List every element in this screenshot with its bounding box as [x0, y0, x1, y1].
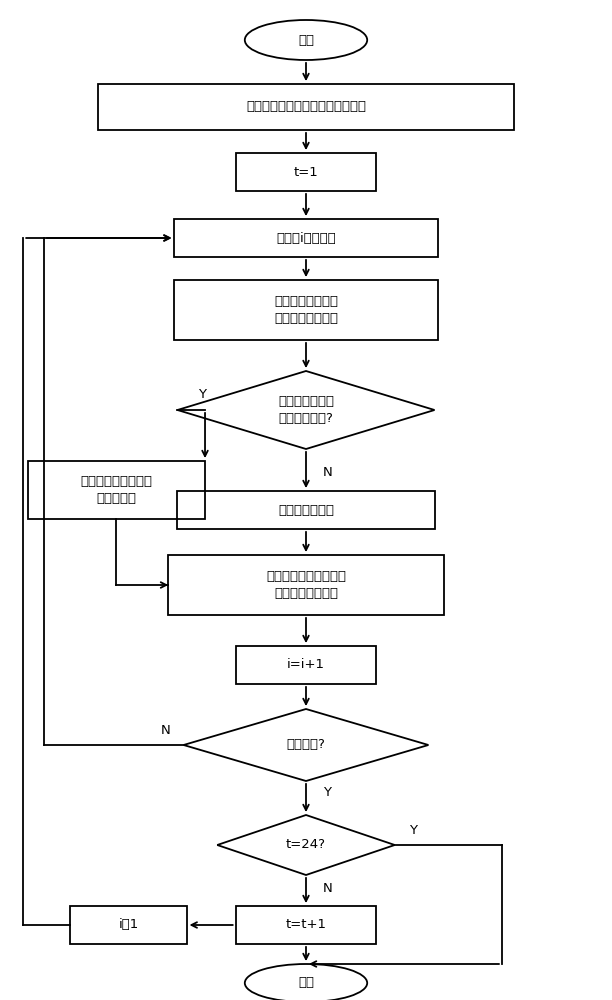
Text: i=i+1: i=i+1 [287, 658, 325, 672]
Bar [28, 461, 205, 519]
Text: N: N [160, 724, 170, 736]
Text: t=1: t=1 [294, 165, 318, 178]
Bar [177, 491, 435, 529]
Text: 在可续航半径内选择
最优充电站: 在可续航半径内选择 最优充电站 [80, 475, 152, 505]
Bar [236, 646, 376, 684]
Text: 前往最优充电站: 前往最优充电站 [278, 504, 334, 516]
Text: Y: Y [198, 388, 206, 401]
Text: t=t+1: t=t+1 [286, 918, 326, 932]
Bar [236, 906, 376, 944]
Text: 按充电路径优化模
型规划最优充电站: 按充电路径优化模 型规划最优充电站 [274, 295, 338, 325]
Text: 续航里程小于至
充电站的距离?: 续航里程小于至 充电站的距离? [278, 395, 334, 425]
Bar [98, 84, 514, 130]
Text: 抽取第i条出行链: 抽取第i条出行链 [276, 232, 336, 244]
Text: Y: Y [323, 786, 332, 800]
Text: i置1: i置1 [118, 918, 139, 932]
Text: N: N [323, 882, 332, 894]
Bar [236, 153, 376, 191]
Bar [174, 280, 438, 340]
Text: 抽取完毕?: 抽取完毕? [286, 738, 326, 752]
Text: 更新交通道路情况及站
内排队等待车辆数: 更新交通道路情况及站 内排队等待车辆数 [266, 570, 346, 600]
Bar [70, 906, 187, 944]
Text: N: N [323, 466, 332, 480]
Text: 结束: 结束 [298, 976, 314, 990]
Text: t=24?: t=24? [286, 838, 326, 852]
Text: Y: Y [409, 824, 417, 836]
Text: 将用户出行链按时间顺序进行排列: 将用户出行链按时间顺序进行排列 [246, 101, 366, 113]
Text: 开始: 开始 [298, 33, 314, 46]
Bar [168, 555, 444, 615]
Bar [174, 219, 438, 257]
